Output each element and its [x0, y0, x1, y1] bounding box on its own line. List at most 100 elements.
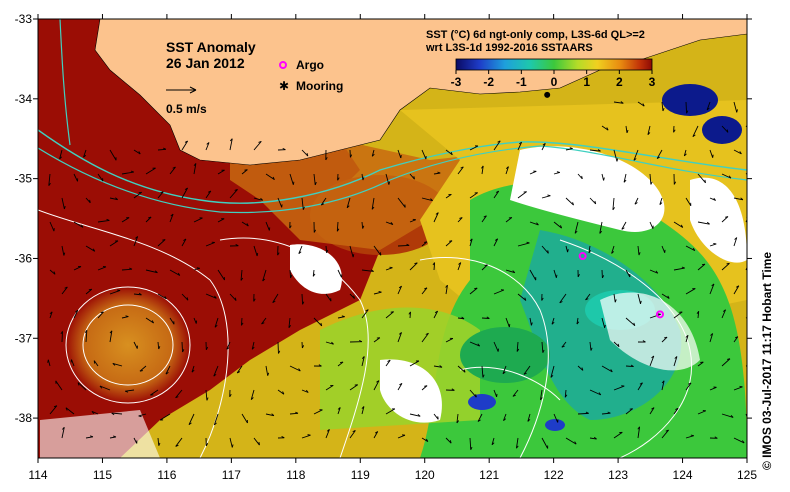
velocity-arrowhead — [502, 371, 506, 375]
velocity-arrow — [574, 221, 579, 234]
velocity-arrow — [457, 365, 466, 373]
velocity-arrow — [656, 149, 663, 159]
velocity-arrowhead — [214, 422, 217, 426]
velocity-arrow — [301, 197, 304, 210]
velocity-arrowhead — [481, 165, 484, 169]
velocity-arrowhead — [425, 438, 429, 442]
velocity-arrow — [361, 356, 365, 367]
velocity-arrow — [236, 365, 243, 374]
velocity-arrowhead — [726, 262, 730, 265]
x-tick-label: 115 — [93, 468, 112, 482]
velocity-arrow — [125, 389, 135, 392]
velocity-arrow — [456, 413, 459, 424]
velocity-arrowhead — [184, 187, 188, 191]
velocity-arrowhead — [305, 389, 309, 393]
velocity-arrowhead — [684, 153, 687, 157]
velocity-arrowhead — [183, 238, 187, 241]
velocity-arrow — [97, 266, 107, 271]
no-data-region-3 — [690, 177, 747, 263]
velocity-arrowhead — [59, 156, 62, 160]
velocity-arrowhead — [730, 414, 734, 418]
velocity-arrowhead — [736, 109, 738, 113]
velocity-arrow — [133, 149, 141, 155]
velocity-arrow — [217, 218, 225, 223]
velocity-arrowhead — [581, 367, 584, 371]
velocity-arrowhead — [63, 206, 66, 210]
velocity-arrowhead — [536, 222, 539, 226]
velocity-arrow — [553, 269, 557, 278]
velocity-arrow — [469, 192, 478, 199]
velocity-arrowhead — [135, 236, 138, 239]
velocity-arrowhead — [378, 291, 382, 293]
velocity-arrow — [385, 408, 396, 415]
colorbar-title-line1: SST (°C) 6d ngt-only comp, L3S-6d QL>=2 — [426, 29, 645, 41]
velocity-arrow — [262, 269, 267, 282]
velocity-arrow — [193, 317, 197, 324]
velocity-arrowhead — [581, 175, 583, 179]
velocity-arrowhead — [47, 359, 49, 363]
velocity-arrow — [421, 332, 429, 343]
velocity-arrow — [540, 389, 543, 400]
velocity-arrowhead — [408, 311, 411, 315]
velocity-arrow — [481, 215, 487, 223]
velocity-arrow — [637, 426, 641, 439]
velocity-arrow — [371, 197, 375, 210]
velocity-arrowhead — [313, 229, 317, 233]
velocity-arrowhead — [494, 238, 498, 241]
velocity-arrowhead — [213, 373, 217, 377]
velocity-arrow — [205, 293, 217, 299]
ssh-contour-central — [419, 256, 549, 458]
velocity-arrow — [709, 197, 716, 201]
velocity-arrow — [133, 293, 142, 296]
velocity-arrowhead — [665, 429, 669, 432]
velocity-arrow — [673, 221, 683, 228]
velocity-arrow — [385, 359, 391, 367]
velocity-arrow — [397, 285, 402, 295]
velocity-arrowhead — [258, 140, 262, 143]
velocity-arrowhead — [588, 250, 592, 254]
velocity-arrow — [409, 173, 415, 180]
velocity-arrowhead — [706, 107, 710, 111]
velocity-scale-label: 0.5 m/s — [166, 102, 207, 116]
velocity-arrowhead — [505, 166, 509, 169]
velocity-arrow — [647, 125, 651, 135]
colorbar-tick-label: 2 — [616, 75, 623, 89]
velocity-arrow — [481, 264, 488, 271]
x-tick-label: 124 — [673, 468, 693, 482]
argo-legend-icon — [279, 61, 287, 69]
velocity-arrowhead — [542, 349, 545, 353]
velocity-arrow — [445, 437, 452, 444]
velocity-arrow — [325, 245, 328, 253]
velocity-arrow — [433, 212, 439, 223]
velocity-arrow — [325, 293, 332, 302]
no-data-region-1 — [510, 146, 665, 232]
velocity-arrow — [512, 389, 519, 397]
velocity-arrow — [61, 245, 65, 256]
velocity-arrow — [373, 380, 380, 391]
velocity-arrow — [121, 268, 133, 271]
velocity-arrow — [697, 410, 706, 415]
velocity-arrowhead — [139, 370, 143, 372]
velocity-arrow — [91, 410, 99, 415]
velocity-arrow — [661, 380, 665, 391]
velocity-arrowhead — [667, 295, 670, 299]
velocity-arrow — [721, 125, 729, 133]
velocity-arrowhead — [569, 147, 573, 150]
velocity-arrowhead — [685, 334, 689, 338]
velocity-arrowhead — [424, 287, 428, 290]
velocity-arrow — [55, 380, 63, 391]
velocity-arrow — [205, 142, 210, 151]
velocity-arrowhead — [292, 181, 295, 185]
velocity-arrow — [138, 413, 147, 417]
velocity-arrowhead — [320, 322, 323, 327]
velocity-arrow — [493, 389, 498, 398]
velocity-arrowhead — [630, 364, 634, 367]
velocity-arrow — [169, 166, 176, 175]
velocity-arrowhead — [361, 356, 365, 359]
velocity-arrowhead — [445, 284, 448, 288]
velocity-arrowhead — [154, 270, 158, 274]
velocity-arrow — [585, 293, 591, 301]
velocity-arrowhead — [599, 230, 603, 234]
velocity-arrow — [121, 171, 134, 175]
velocity-arrow — [421, 241, 428, 247]
